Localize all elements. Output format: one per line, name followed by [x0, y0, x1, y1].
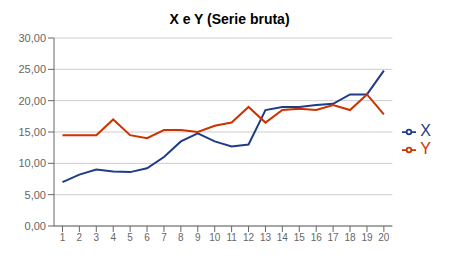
svg-text:20,00: 20,00 [18, 95, 46, 107]
html-text:X: X [420, 122, 431, 139]
svg-text:20: 20 [378, 232, 390, 243]
svg-text:17: 17 [328, 232, 340, 243]
html-text:Y: Y [420, 140, 431, 157]
svg-text:18: 18 [344, 232, 356, 243]
svg-text:30,00: 30,00 [18, 32, 46, 44]
svg-text:11: 11 [226, 232, 237, 243]
svg-text:8: 8 [178, 232, 184, 243]
svg-text:1: 1 [60, 232, 66, 243]
svg-text:15,00: 15,00 [18, 126, 46, 138]
svg-text:9: 9 [195, 232, 201, 243]
svg-text:10: 10 [209, 232, 221, 243]
svg-text:7: 7 [161, 232, 167, 243]
svg-text:25,00: 25,00 [18, 63, 46, 75]
svg-text:10,00: 10,00 [18, 157, 46, 169]
svg-text:3: 3 [94, 232, 100, 243]
svg-text:6: 6 [144, 232, 150, 243]
svg-text:5: 5 [127, 232, 133, 243]
svg-text:16: 16 [311, 232, 323, 243]
svg-text:15: 15 [294, 232, 306, 243]
svg-text:2: 2 [77, 232, 83, 243]
svg-text:13: 13 [260, 232, 272, 243]
svg-text:0,00: 0,00 [25, 220, 46, 232]
svg-text:19: 19 [361, 232, 373, 243]
svg-text:12: 12 [243, 232, 255, 243]
svg-text:4: 4 [110, 232, 116, 243]
html-text:X e Y (Serie bruta): X e Y (Serie bruta) [169, 11, 290, 27]
svg-text:14: 14 [277, 232, 289, 243]
svg-text:5,00: 5,00 [25, 189, 46, 201]
